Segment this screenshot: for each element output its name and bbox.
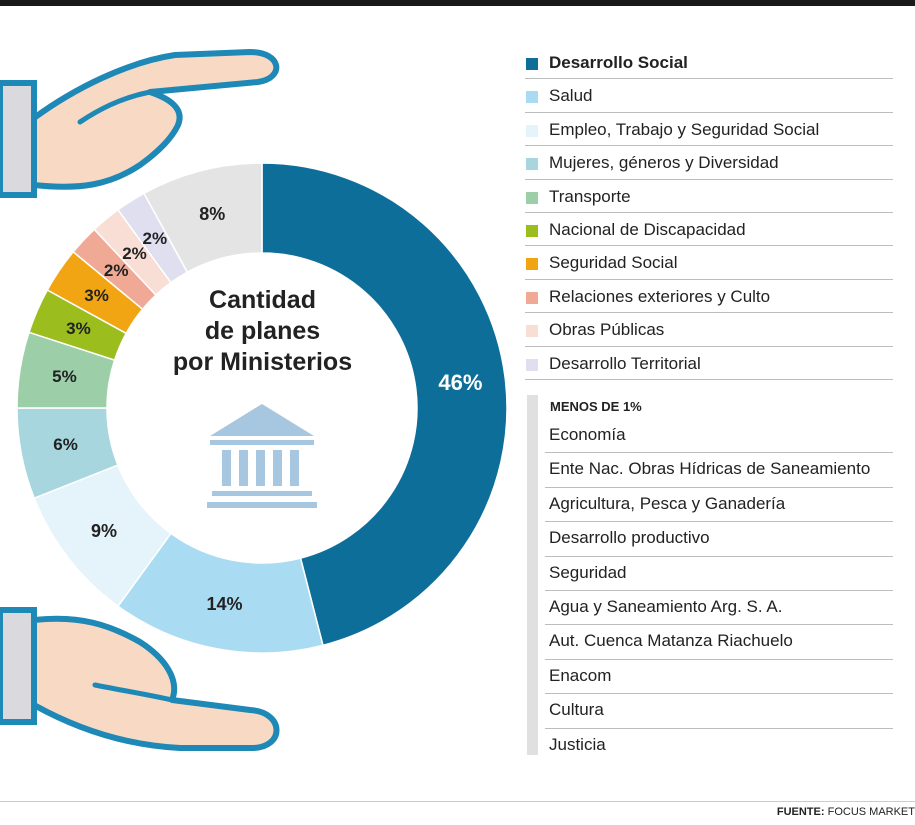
- slice-label-nacional-de-discapacidad: 3%: [66, 318, 91, 338]
- title-line-2: de planes: [204, 317, 321, 345]
- legend-swatch: [526, 124, 538, 137]
- minor-group-bar: [527, 395, 538, 755]
- slice-label-relaciones-exteriores-y-culto: 2%: [103, 261, 129, 281]
- legend-item-desarrollo-territorial: Desarrollo Territorial: [525, 347, 893, 380]
- minor-item-ente-nac-obras-hidricas-de-saneamiento: Ente Nac. Obras Hídricas de Saneamiento: [545, 453, 893, 488]
- slice-label-seguridad-social: 3%: [84, 285, 109, 305]
- title-line-1: Cantidad: [209, 286, 316, 314]
- legend-label: Transporte: [549, 186, 631, 206]
- legend-swatch: [526, 158, 538, 171]
- legend-label: Desarrollo Social: [549, 53, 688, 72]
- slice-menos-de-1: [142, 162, 263, 274]
- legend-item-mujeres-generos-y-diversidad: Mujeres, géneros y Diversidad: [525, 146, 893, 180]
- legend: Desarrollo Social Salud Empleo, Trabajo y …: [525, 46, 893, 380]
- minor-list: Economía Ente Nac. Obras Hídricas de Sane…: [545, 419, 893, 763]
- legend-swatch: [526, 58, 538, 70]
- slice-desarrollo-social: [261, 162, 508, 647]
- top-border: [0, 0, 915, 6]
- legend-label: Salud: [549, 86, 593, 106]
- legend-item-seguridad-social: Seguridad Social: [525, 246, 893, 280]
- legend-label: Desarrollo Territorial: [549, 353, 701, 373]
- minor-item-label: Cultura: [549, 700, 604, 720]
- minor-item-label: Enacom: [549, 665, 612, 685]
- slice-label-salud: 14%: [206, 594, 243, 615]
- minor-header: MENOS DE 1%: [550, 399, 642, 414]
- legend-label: Nacional de Discapacidad: [549, 219, 746, 239]
- slice-label-desarrollo-territorial: 2%: [142, 229, 168, 249]
- legend-item-salud: Salud: [525, 79, 893, 113]
- minor-item-label: Seguridad: [549, 562, 627, 582]
- legend-swatch: [526, 325, 538, 338]
- legend-label: Mujeres, géneros y Diversidad: [549, 153, 779, 173]
- hand-icon-top: [0, 49, 280, 198]
- minor-item-label: Aut. Cuenca Matanza Riachuelo: [549, 631, 793, 651]
- hand-icon-bottom: [0, 607, 280, 751]
- slice-label-menos-de-1: 8%: [199, 204, 226, 225]
- minor-item-seguridad: Seguridad: [545, 557, 893, 591]
- minor-item-cultura: Cultura: [545, 694, 893, 729]
- slice-label-empleo-trabajo-y-seguridad-social: 9%: [90, 520, 117, 541]
- legend-item-relaciones-exteriores-y-culto: Relaciones exteriores y Culto: [525, 280, 893, 314]
- minor-item-label: Desarrollo productivo: [549, 528, 710, 548]
- source-name: FOCUS MARKET: [827, 806, 915, 818]
- legend-item-nacional-de-discapacidad: Nacional de Discapacidad: [525, 213, 893, 247]
- minor-item-label: Economía: [549, 425, 626, 444]
- legend-item-obras-publicas: Obras Públicas: [525, 313, 893, 347]
- legend-label: Obras Públicas: [549, 320, 665, 340]
- legend-swatch: [526, 291, 538, 304]
- slice-label-desarrollo-social: 46%: [438, 369, 483, 395]
- legend-label: Relaciones exteriores y Culto: [549, 286, 771, 306]
- legend-swatch: [526, 258, 538, 271]
- slice-label-mujeres-generos-y-diversidad: 6%: [53, 435, 78, 455]
- slice-label-transporte: 5%: [52, 366, 77, 386]
- legend-swatch: [526, 224, 538, 237]
- legend-label: Empleo, Trabajo y Seguridad Social: [549, 119, 820, 139]
- divider: [0, 801, 915, 802]
- donut-slices: [16, 162, 508, 654]
- chart-title: Cantidad de planes por Ministerios: [150, 285, 375, 378]
- minor-item-label: Agricultura, Pesca y Ganadería: [549, 493, 786, 513]
- legend-swatch: [526, 91, 538, 104]
- slice-label-obras-publicas: 2%: [122, 243, 147, 263]
- minor-item-justicia: Justicia: [545, 729, 893, 763]
- minor-item-label: Ente Nac. Obras Hídricas de Saneamiento: [549, 459, 871, 479]
- minor-item-agricultura-pesca-y-ganaderia: Agricultura, Pesca y Ganadería: [545, 488, 893, 523]
- minor-item-desarrollo-productivo: Desarrollo productivo: [545, 522, 893, 557]
- legend-item-transporte: Transporte: [525, 180, 893, 213]
- minor-item-agua-y-saneamiento-arg-s-a: Agua y Saneamiento Arg. S. A.: [545, 591, 893, 626]
- legend-item-desarrollo-social: Desarrollo Social: [525, 46, 893, 80]
- minor-item-aut-cuenca-matanza-riachuelo: Aut. Cuenca Matanza Riachuelo: [545, 625, 893, 660]
- legend-swatch: [526, 358, 538, 371]
- legend-item-empleo-trabajo-y-seguridad-social: Empleo, Trabajo y Seguridad Social: [525, 113, 893, 147]
- legend-swatch: [526, 191, 538, 204]
- legend-label: Seguridad Social: [549, 253, 678, 273]
- government-building-icon: [207, 404, 317, 508]
- source-note: FUENTE: FOCUS MARKET: [777, 806, 915, 818]
- minor-item-label: Agua y Saneamiento Arg. S. A.: [549, 596, 783, 616]
- title-line-3: por Ministerios: [172, 348, 353, 376]
- source-prefix: FUENTE:: [776, 806, 825, 818]
- minor-item-enacom: Enacom: [545, 660, 893, 695]
- minor-item-economia: Economía: [545, 419, 893, 454]
- minor-item-label: Justicia: [549, 734, 606, 754]
